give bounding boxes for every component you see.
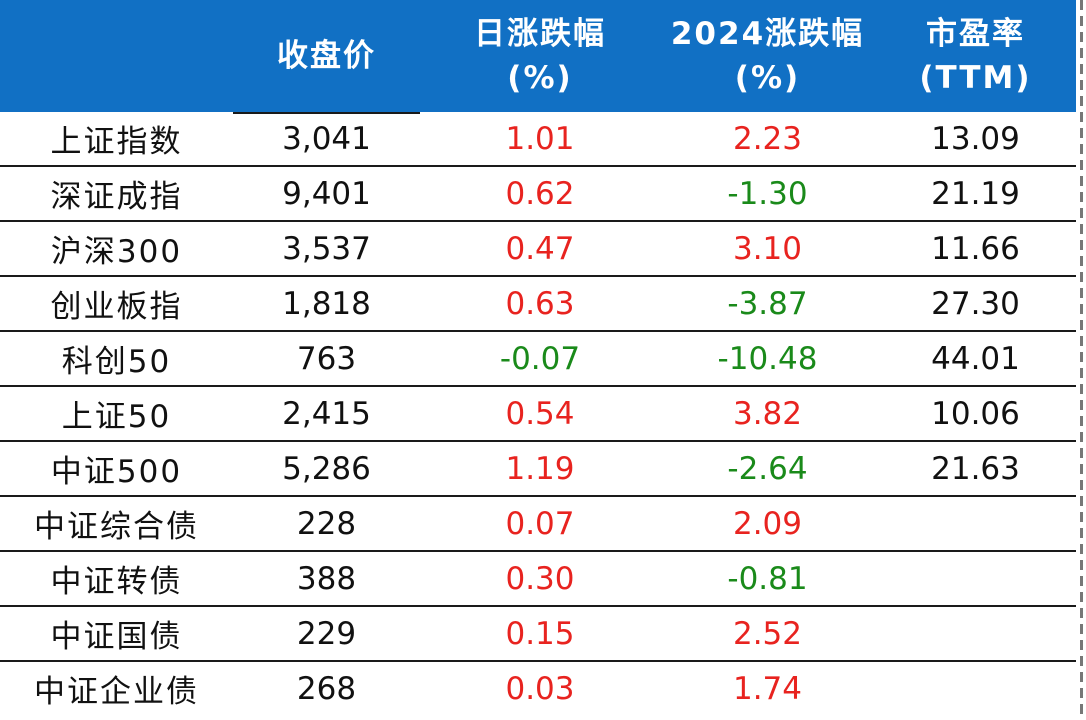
daily-change-cell: 0.15 [505, 615, 575, 652]
ytd-change-cell: -10.48 [717, 340, 818, 377]
header-ytd-label: 2024涨跌幅 [670, 16, 865, 52]
close-price-cell: 2,415 [282, 395, 371, 432]
ytd-change-cell: 2.52 [732, 615, 803, 652]
close-price-cell: 228 [296, 505, 357, 542]
pe-ratio-cell [875, 662, 1076, 715]
header-close-price: 收盘价 [233, 0, 420, 112]
close-price-cell: 763 [296, 340, 357, 377]
table-row: 上证50 2,415 0.54 3.82 10.06 [0, 387, 1076, 442]
ytd-change-cell: -2.64 [727, 450, 808, 487]
index-name-cell: 中证国债 [50, 619, 183, 655]
close-price-cell: 1,818 [282, 285, 371, 322]
index-name-cell: 中证综合债 [34, 509, 199, 545]
pe-ratio-cell: 27.30 [931, 285, 1020, 322]
pe-ratio-cell: 10.06 [931, 395, 1020, 432]
index-name-cell: 沪深300 [50, 234, 183, 270]
pe-ratio-cell: 21.19 [931, 175, 1020, 212]
close-price-cell: 9,401 [282, 175, 371, 212]
table-row: 中证500 5,286 1.19 -2.64 21.63 [0, 442, 1076, 497]
close-price-cell: 3,041 [282, 120, 371, 157]
table-row: 创业板指 1,818 0.63 -3.87 27.30 [0, 277, 1076, 332]
daily-change-cell: 0.62 [505, 175, 575, 212]
close-price-cell: 229 [296, 615, 357, 652]
header-pe-label: 市盈率 [926, 16, 1025, 52]
table-row: 中证国债 229 0.15 2.52 [0, 607, 1076, 662]
ytd-change-cell: -0.81 [727, 560, 808, 597]
daily-change-cell: 0.07 [505, 505, 575, 542]
header-pe-unit: (TTM) [919, 60, 1032, 96]
close-price-cell: 388 [296, 560, 357, 597]
table-row: 中证综合债 228 0.07 2.09 [0, 497, 1076, 552]
index-name-cell: 中证转债 [50, 564, 183, 600]
header-daily-unit: (%) [507, 60, 573, 96]
header-divider [233, 112, 420, 114]
daily-change-cell: 0.63 [505, 285, 575, 322]
ytd-change-cell: 2.09 [732, 505, 803, 542]
index-name-cell: 中证企业债 [34, 674, 199, 710]
daily-change-cell: 0.30 [505, 560, 575, 597]
table-body: 上证指数 3,041 1.01 2.23 13.09 深证成指 9,401 0.62 -1.30… [0, 112, 1076, 717]
pe-ratio-cell: 44.01 [931, 340, 1020, 377]
close-price-cell: 5,286 [282, 450, 371, 487]
pe-ratio-cell [875, 497, 1076, 550]
pe-ratio-cell: 21.63 [931, 450, 1020, 487]
pe-ratio-cell [875, 607, 1076, 660]
ytd-change-cell: 1.74 [732, 670, 803, 707]
daily-change-cell: 0.03 [505, 670, 575, 707]
table-row: 深证成指 9,401 0.62 -1.30 21.19 [0, 167, 1076, 222]
daily-change-cell: 0.47 [505, 230, 575, 267]
pe-ratio-cell: 13.09 [931, 120, 1020, 157]
header-ytd-change: 2024涨跌幅 (%) [660, 0, 875, 112]
close-price-cell: 268 [296, 670, 357, 707]
daily-change-cell: 1.01 [505, 120, 575, 157]
table-row: 沪深300 3,537 0.47 3.10 11.66 [0, 222, 1076, 277]
table-header: 收盘价 日涨跌幅 (%) 2024涨跌幅 (%) 市盈率 (TTM) [0, 0, 1076, 112]
daily-change-cell: 0.54 [505, 395, 575, 432]
table-row: 中证转债 388 0.30 -0.81 [0, 552, 1076, 607]
table-row: 科创50 763 -0.07 -10.48 44.01 [0, 332, 1076, 387]
header-daily-change: 日涨跌幅 (%) [420, 0, 660, 112]
close-price-cell: 3,537 [282, 230, 371, 267]
ytd-change-cell: 3.10 [732, 230, 803, 267]
ytd-change-cell: 2.23 [732, 120, 803, 157]
ytd-change-cell: -3.87 [727, 285, 808, 322]
index-name-cell: 上证50 [61, 399, 172, 435]
table-row: 上证指数 3,041 1.01 2.23 13.09 [0, 112, 1076, 167]
index-name-cell: 上证指数 [50, 124, 183, 160]
index-name-cell: 中证500 [50, 454, 183, 490]
header-ytd-unit: (%) [734, 60, 801, 96]
header-daily-label: 日涨跌幅 [474, 16, 606, 52]
ytd-change-cell: 3.82 [732, 395, 803, 432]
index-name-cell: 创业板指 [50, 289, 183, 325]
header-close-label: 收盘价 [277, 38, 376, 74]
index-name-cell: 深证成指 [50, 179, 183, 215]
daily-change-cell: -0.07 [499, 340, 581, 377]
ytd-change-cell: -1.30 [727, 175, 808, 212]
index-name-cell: 科创50 [61, 344, 172, 380]
pe-ratio-cell [875, 552, 1076, 605]
pe-ratio-cell: 11.66 [931, 230, 1020, 267]
table-row: 中证企业债 268 0.03 1.74 [0, 662, 1076, 717]
dashed-edge [1080, 0, 1083, 720]
daily-change-cell: 1.19 [505, 450, 575, 487]
header-pe-ratio: 市盈率 (TTM) [875, 0, 1076, 112]
